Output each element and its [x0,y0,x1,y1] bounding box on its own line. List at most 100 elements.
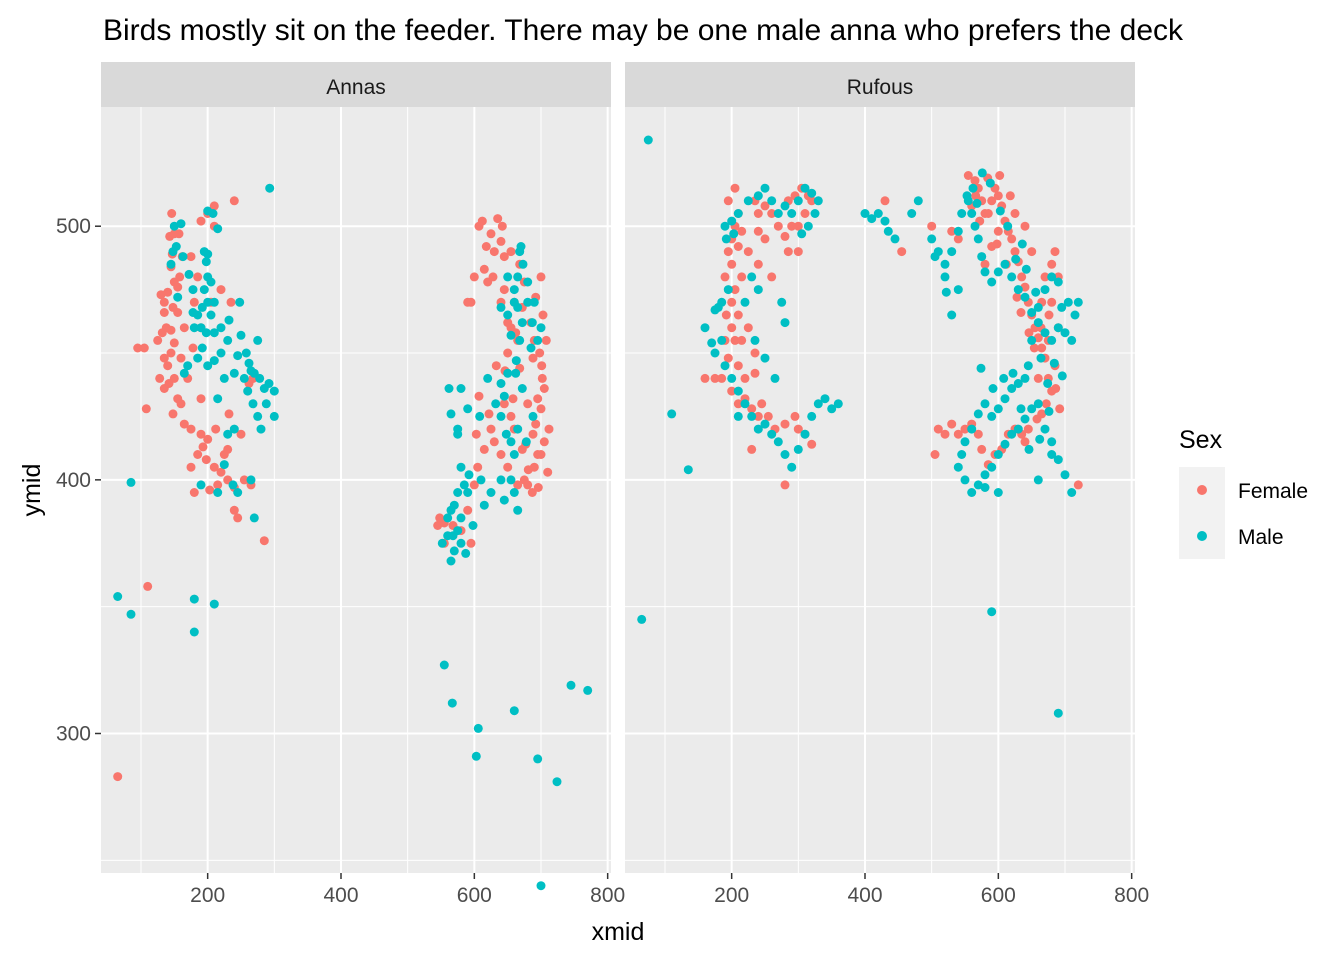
data-point-female [753,411,763,421]
data-point-female [767,209,777,218]
data-point-female [1007,234,1017,244]
data-point-female [188,343,198,353]
data-point-female [157,328,167,338]
data-point-male [793,444,803,454]
data-point-female [1047,297,1057,307]
data-point-female [970,176,980,186]
data-point-female [780,480,790,490]
data-point-female [486,424,496,434]
data-point-male [760,183,770,193]
data-point-male [216,323,226,333]
data-point-male [209,599,219,609]
data-point-male [265,183,275,193]
data-point-female [499,285,509,295]
data-point-male [446,409,456,419]
data-point-male [224,315,234,325]
panel-background-annas [101,107,611,873]
data-point-male [960,437,970,447]
data-point-female [930,450,940,459]
data-point-male [962,191,972,201]
data-point-female [973,429,983,439]
data-point-female [995,171,1005,180]
y-tick-label: 500 [56,215,91,238]
data-point-female [1020,221,1030,231]
data-point-male [913,196,923,206]
data-point-male [213,394,223,404]
data-point-male [1073,297,1083,307]
data-point-female [528,429,538,439]
data-point-male [980,267,990,277]
data-point-male [166,259,176,269]
data-point-female [155,373,165,383]
data-point-male [1020,373,1030,383]
data-point-male [727,216,737,226]
data-point-male [960,475,970,485]
data-point-female [897,247,907,257]
data-point-female [433,521,443,530]
data-point-male [583,685,593,695]
data-point-female [259,536,269,546]
data-point-female [737,335,747,345]
data-point-female [169,338,179,348]
data-point-male [987,411,997,421]
data-point-male [509,285,519,295]
data-point-male [456,513,466,523]
data-point-male [988,384,998,393]
data-point-female [807,439,817,449]
data-point-male [447,698,457,708]
data-point-female [466,538,476,548]
data-point-male [947,310,957,320]
y-tick-label: 400 [56,469,91,492]
data-point-male [513,424,523,434]
data-point-male [1040,424,1050,434]
data-point-male [1013,379,1023,388]
data-point-male [203,361,213,371]
data-point-male [1027,335,1037,345]
data-point-male [173,292,183,302]
data-point-male [229,424,239,434]
data-point-male [953,226,963,236]
data-point-female [1037,343,1047,353]
data-point-female [479,264,489,274]
data-point-male [536,881,546,891]
data-point-male [977,252,987,262]
facet-label-rufous: Rufous [847,76,914,99]
data-point-male [721,234,731,244]
data-point-male [496,379,506,388]
data-point-female [1020,437,1030,447]
data-point-female [173,308,183,317]
data-point-male [1007,429,1017,439]
data-point-male [1023,361,1033,371]
data-point-female [223,444,233,454]
data-point-male [511,368,521,378]
data-point-male [800,183,810,193]
data-point-male [720,361,730,371]
data-point-female [987,196,997,206]
data-point-male [444,384,454,393]
data-point-female [1051,384,1061,393]
data-point-female [156,290,166,300]
data-point-male [189,323,199,333]
data-point-female [992,239,1002,249]
data-point-male [930,252,940,262]
data-point-female [723,353,733,363]
data-point-male [526,343,536,353]
data-point-male [499,495,509,505]
data-point-female [760,201,770,211]
data-point-female [543,467,553,477]
data-point-male [533,754,543,764]
data-point-female [733,242,743,251]
axes: 200 400 600 800 200 400 600 800 300 400 500 [56,215,1149,907]
data-point-female [993,226,1003,236]
data-point-male [753,424,763,434]
data-point-female [506,411,516,421]
data-point-female [933,424,943,434]
x-tick-label: 800 [590,884,625,907]
data-point-male [197,302,207,312]
data-point-female [176,399,186,409]
data-point-male [807,188,817,198]
data-point-male [1044,406,1054,416]
data-point-female [541,335,551,345]
data-point-male [566,680,576,690]
data-point-male [453,526,463,536]
